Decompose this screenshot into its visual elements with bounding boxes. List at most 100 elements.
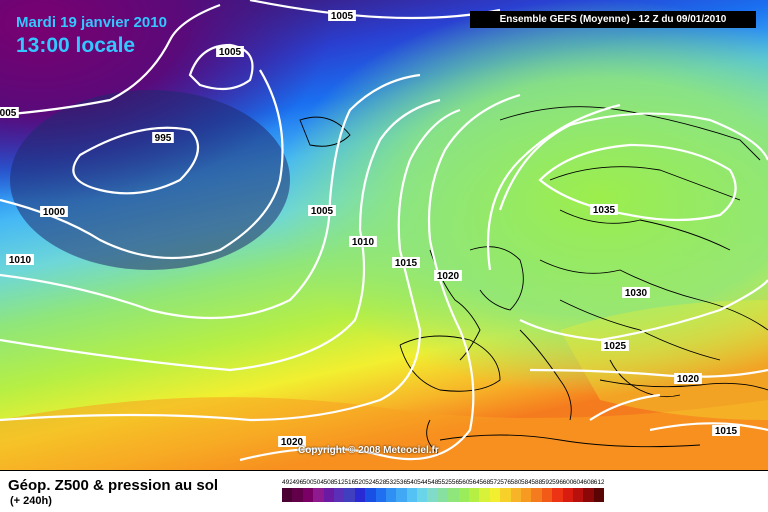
legend-swatch	[520, 488, 532, 502]
legend-swatch	[552, 488, 563, 502]
isobar-label: 1035	[593, 205, 616, 216]
isobars	[0, 0, 768, 460]
legend-swatch	[562, 488, 573, 502]
isobar-label-bg	[674, 373, 702, 384]
legend-label: 548	[427, 479, 438, 486]
isobar-label-bg	[40, 206, 68, 217]
legend-label: 492	[282, 479, 293, 486]
legend-swatch	[417, 488, 428, 502]
isobar-label: 1010	[352, 237, 375, 248]
legend-label: 576	[500, 479, 511, 486]
forecast-range: (+ 240h)	[10, 495, 52, 507]
legend-swatch	[479, 488, 490, 502]
isobar-label-bg	[0, 107, 19, 118]
legend-label: 600	[562, 479, 573, 486]
legend-swatch	[593, 488, 605, 502]
legend-swatch	[583, 488, 594, 502]
isobar-label-bg	[349, 236, 377, 247]
legend-swatch	[510, 488, 521, 502]
legend-label: 564	[469, 479, 480, 486]
isobar-label: 1030	[625, 288, 648, 299]
legend-swatch	[354, 488, 366, 502]
isobar-label-bg	[216, 46, 244, 57]
legend-label: 536	[396, 479, 407, 486]
isobar-label-bg	[434, 270, 462, 281]
legend-label: 608	[583, 479, 594, 486]
legend-swatch	[333, 488, 345, 502]
model-info-banner: Ensemble GEFS (Moyenne) - 12 Z du 09/01/…	[470, 11, 756, 28]
legend-swatch	[406, 488, 418, 502]
legend-bar	[282, 488, 752, 502]
legend-label: 516	[344, 479, 355, 486]
legend-swatch	[489, 488, 501, 502]
forecast-time: 13:00 locale	[16, 34, 136, 57]
legend-swatch	[427, 488, 438, 502]
isobar-label: 1020	[281, 437, 304, 448]
legend-label: 592	[541, 479, 553, 486]
isobar-label: 1005	[311, 206, 334, 217]
footer-panel: Géop. Z500 & pression au sol (+ 240h) 49…	[0, 470, 768, 512]
legend-label: 496	[292, 479, 303, 486]
isobar-label: 005	[0, 108, 17, 119]
legend-swatch	[323, 488, 334, 502]
legend-swatch	[500, 488, 511, 502]
legend-label: 588	[531, 479, 542, 486]
legend-label: 568	[479, 479, 490, 486]
legend-swatch	[385, 488, 397, 502]
isobar-label-bg	[152, 132, 174, 143]
isobar-label-bg	[601, 340, 629, 351]
legend-label: 560	[458, 479, 470, 486]
legend-swatch	[375, 488, 386, 502]
legend-swatch	[282, 488, 293, 502]
weather-map: 1005 1005 005 995 1000 1010 1005 1010 1015 1020 10…	[0, 0, 768, 470]
legend-swatch	[448, 488, 459, 502]
legend-label: 504	[313, 479, 324, 486]
legend-label: 612	[593, 479, 605, 486]
isobar-label: 1000	[43, 207, 66, 218]
legend-swatch	[572, 488, 584, 502]
legend-label: 596	[552, 479, 563, 486]
isobar-label-bg	[622, 287, 650, 298]
legend-label: 532	[385, 479, 397, 486]
legend-label: 528	[375, 479, 386, 486]
legend-swatch	[541, 488, 553, 502]
isobar-label: 995	[155, 133, 172, 144]
isobar-label-bg	[6, 254, 34, 265]
isobar-label-bg	[328, 10, 356, 21]
legend-label: 580	[510, 479, 521, 486]
legend-label: 544	[417, 479, 428, 486]
legend-swatch	[365, 488, 376, 502]
isobar-label: 1025	[604, 341, 627, 352]
forecast-date: Mardi 19 janvier 2010	[16, 14, 167, 31]
legend-label: 556	[448, 479, 459, 486]
legend-label: 500	[302, 479, 314, 486]
isobar-label: 1020	[677, 374, 700, 385]
legend-swatch	[437, 488, 449, 502]
legend-label: 584	[520, 479, 532, 486]
legend-swatch	[396, 488, 407, 502]
isobar-label: 1015	[715, 426, 738, 437]
legend-labels: 492 496 500 504 508 512 516 520 524 528 532 536 540 5…	[282, 479, 752, 486]
legend-swatch	[292, 488, 303, 502]
legend-label: 520	[354, 479, 366, 486]
legend-swatch	[458, 488, 470, 502]
legend-label: 540	[406, 479, 418, 486]
isobar-label-bg	[308, 205, 336, 216]
color-scale-legend: 492 496 500 504 508 512 516 520 524 528 532 536 540 5…	[282, 479, 752, 502]
isobar-label: 1010	[9, 255, 32, 266]
legend-swatch	[469, 488, 480, 502]
isobar-label-bg	[590, 204, 618, 215]
isobar-label-bg	[392, 257, 420, 268]
legend-label: 604	[572, 479, 584, 486]
isobar-label: 1015	[395, 258, 418, 269]
isobar-label: 1005	[219, 47, 242, 58]
legend-label: 572	[489, 479, 501, 486]
legend-swatch	[344, 488, 355, 502]
map-title: Géop. Z500 & pression au sol	[8, 477, 219, 494]
legend-label: 552	[437, 479, 449, 486]
legend-swatch	[302, 488, 314, 502]
legend-label: 524	[365, 479, 376, 486]
isobar-label-bg	[712, 425, 740, 436]
legend-swatch	[313, 488, 324, 502]
isobar-label: 1005	[331, 11, 354, 22]
